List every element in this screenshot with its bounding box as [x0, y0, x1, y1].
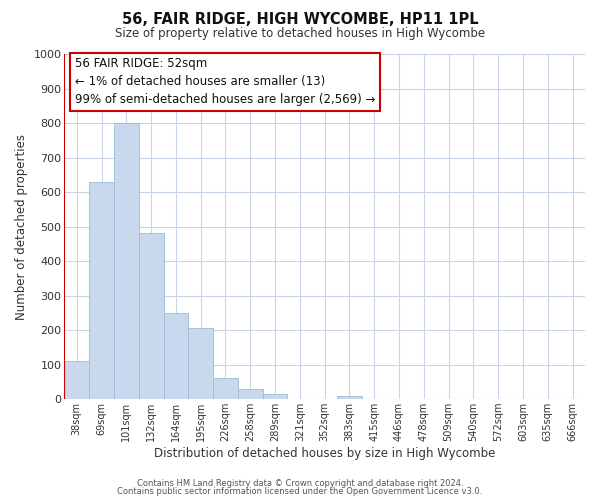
- Bar: [164, 313, 188, 399]
- Bar: [238, 389, 263, 399]
- Bar: [64, 361, 89, 399]
- Bar: [263, 394, 287, 399]
- Bar: [213, 378, 238, 399]
- Bar: [188, 328, 213, 399]
- Bar: [337, 396, 362, 399]
- Bar: [114, 123, 139, 399]
- Text: Size of property relative to detached houses in High Wycombe: Size of property relative to detached ho…: [115, 28, 485, 40]
- Text: 56, FAIR RIDGE, HIGH WYCOMBE, HP11 1PL: 56, FAIR RIDGE, HIGH WYCOMBE, HP11 1PL: [122, 12, 478, 28]
- Bar: [89, 182, 114, 399]
- X-axis label: Distribution of detached houses by size in High Wycombe: Distribution of detached houses by size …: [154, 447, 496, 460]
- Y-axis label: Number of detached properties: Number of detached properties: [15, 134, 28, 320]
- Text: 56 FAIR RIDGE: 52sqm
← 1% of detached houses are smaller (13)
99% of semi-detach: 56 FAIR RIDGE: 52sqm ← 1% of detached ho…: [75, 58, 375, 106]
- Text: Contains HM Land Registry data © Crown copyright and database right 2024.: Contains HM Land Registry data © Crown c…: [137, 478, 463, 488]
- Text: Contains public sector information licensed under the Open Government Licence v3: Contains public sector information licen…: [118, 487, 482, 496]
- Bar: [139, 234, 164, 399]
